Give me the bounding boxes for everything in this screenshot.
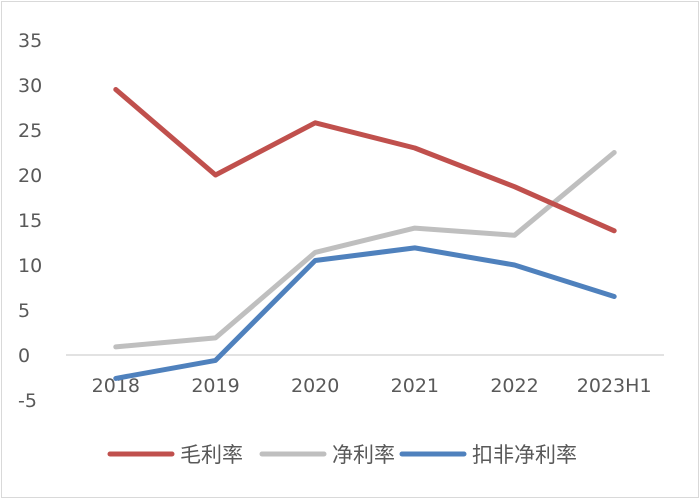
y-tick-label: 10 bbox=[18, 255, 42, 277]
series-line-1 bbox=[113, 150, 617, 350]
x-tick-label: 2023H1 bbox=[577, 375, 652, 397]
x-tick-label: 2020 bbox=[291, 375, 339, 397]
y-tick-label: 35 bbox=[18, 30, 42, 52]
y-tick-label: 25 bbox=[18, 120, 42, 142]
legend-label-1: 净利率 bbox=[332, 443, 395, 467]
y-tick-label: 0 bbox=[18, 345, 30, 367]
y-tick-label: 30 bbox=[18, 75, 42, 97]
x-tick-label: 2018 bbox=[92, 375, 140, 397]
y-tick-label: -5 bbox=[18, 390, 37, 412]
legend-label-2: 扣非净利率 bbox=[472, 443, 577, 467]
y-axis-ticks: -5 0 5 10 15 20 25 30 35 bbox=[18, 30, 42, 412]
legend: 毛利率 净利率 扣非净利率 bbox=[107, 443, 577, 467]
x-axis-ticks: 2018 2019 2020 2021 2022 2023H1 bbox=[92, 375, 652, 397]
x-tick-label: 2019 bbox=[191, 375, 239, 397]
series-line-2 bbox=[113, 245, 617, 381]
x-tick-label: 2021 bbox=[391, 375, 439, 397]
x-tick-label: 2022 bbox=[490, 375, 538, 397]
series-lines bbox=[113, 87, 617, 381]
y-tick-label: 5 bbox=[18, 300, 30, 322]
series-line-0 bbox=[113, 87, 617, 234]
y-tick-label: 20 bbox=[18, 165, 42, 187]
legend-label-0: 毛利率 bbox=[180, 443, 243, 467]
y-tick-label: 15 bbox=[18, 210, 42, 232]
